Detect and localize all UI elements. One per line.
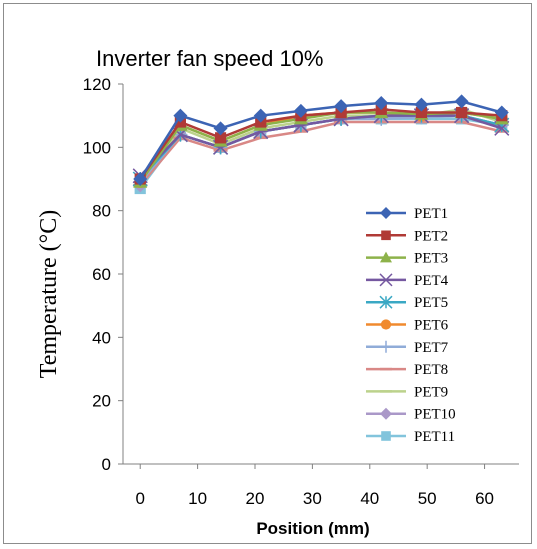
legend-marker bbox=[379, 295, 393, 309]
legend-item: PET7 bbox=[366, 340, 449, 356]
data-point bbox=[334, 99, 349, 114]
temperature-line-chart: Inverter fan speed 10% 0 20 40 60 80 100 120 0 1… bbox=[36, 46, 519, 538]
x-tick-label: 10 bbox=[188, 489, 207, 508]
legend-marker bbox=[380, 407, 392, 420]
data-point bbox=[253, 108, 268, 123]
series-line bbox=[139, 108, 502, 180]
data-point bbox=[133, 172, 148, 186]
series-line bbox=[139, 100, 503, 180]
legend-item: PET4 bbox=[366, 273, 449, 289]
legend-label: PET4 bbox=[414, 273, 449, 289]
legend-marker bbox=[380, 319, 392, 330]
legend-item: PET8 bbox=[366, 362, 448, 378]
y-tick-label: 120 bbox=[83, 75, 111, 94]
legend-label: PET11 bbox=[414, 429, 455, 445]
x-tick-label: 50 bbox=[418, 489, 437, 508]
series-line bbox=[139, 120, 503, 187]
legend-marker bbox=[381, 431, 391, 441]
chart-title: Inverter fan speed 10% bbox=[96, 46, 323, 71]
data-point bbox=[213, 121, 228, 136]
legend-marker bbox=[379, 273, 393, 287]
y-tick-label: 20 bbox=[92, 392, 111, 411]
x-axis-label: Position (mm) bbox=[256, 519, 369, 538]
x-tick-label: 40 bbox=[360, 489, 379, 508]
y-tick-label: 0 bbox=[102, 455, 111, 474]
legend-marker bbox=[381, 230, 391, 241]
x-tick-label: 0 bbox=[135, 489, 144, 508]
y-axis-label: Temperature (°C) bbox=[36, 210, 62, 379]
series-pet1 bbox=[133, 94, 509, 186]
series-line bbox=[139, 114, 503, 177]
legend-marker bbox=[380, 251, 392, 263]
legend-label: PET2 bbox=[414, 228, 448, 244]
legend-marker bbox=[380, 207, 392, 219]
legend-label: PET7 bbox=[414, 340, 449, 356]
legend-label: PET6 bbox=[414, 318, 449, 334]
y-tick-label: 40 bbox=[92, 328, 111, 347]
legend: PET1 PET2 PET3 PET4 PET5 PET6 PET7 PET8 PET9 PET1… bbox=[366, 206, 456, 445]
legend-item: PET6 bbox=[366, 318, 449, 334]
legend-item: PET11 bbox=[366, 429, 455, 445]
data-point bbox=[454, 94, 469, 109]
data-point bbox=[214, 132, 227, 144]
chart-frame: Inverter fan speed 10% 0 20 40 60 80 100 120 0 1… bbox=[3, 3, 532, 544]
data-point bbox=[414, 97, 429, 112]
y-tick-label: 80 bbox=[92, 202, 111, 221]
legend-label: PET1 bbox=[414, 206, 448, 222]
series-line bbox=[139, 114, 503, 180]
legend-label: PET8 bbox=[414, 362, 448, 378]
legend-label: PET10 bbox=[414, 407, 456, 423]
legend-item: PET5 bbox=[366, 295, 448, 311]
legend-item: PET2 bbox=[366, 228, 448, 244]
legend-item: PET1 bbox=[366, 206, 448, 222]
x-tick-label: 20 bbox=[246, 489, 265, 508]
data-point bbox=[415, 106, 428, 119]
data-point bbox=[456, 106, 468, 119]
data-point bbox=[173, 108, 188, 123]
legend-label: PET5 bbox=[414, 295, 448, 311]
y-tick-label: 60 bbox=[92, 265, 111, 284]
y-tick-label: 100 bbox=[83, 138, 111, 157]
legend-item: PET3 bbox=[366, 251, 448, 267]
data-point bbox=[494, 105, 509, 120]
axes: 0 20 40 60 80 100 120 0 10 20 30 40 50 60 bbox=[83, 75, 519, 508]
x-tick-label: 30 bbox=[303, 489, 322, 508]
series-pet5 bbox=[132, 108, 510, 187]
series-layer bbox=[132, 94, 510, 195]
legend-label: PET9 bbox=[414, 384, 448, 400]
series-line bbox=[139, 117, 502, 190]
series-pet9 bbox=[133, 108, 509, 187]
data-point bbox=[293, 103, 308, 118]
data-point bbox=[374, 96, 389, 110]
legend-label: PET3 bbox=[414, 251, 448, 267]
legend-item: PET9 bbox=[366, 384, 448, 400]
legend-item: PET10 bbox=[366, 407, 456, 423]
x-tick-label: 60 bbox=[475, 489, 494, 508]
legend-marker bbox=[380, 340, 392, 353]
